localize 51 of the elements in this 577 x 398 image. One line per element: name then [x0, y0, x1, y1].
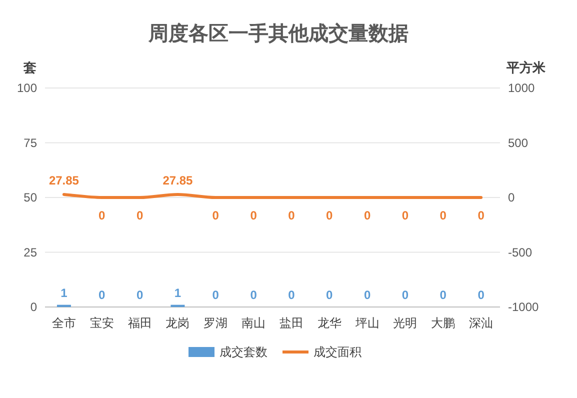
data-label: 0 [250, 208, 258, 222]
data-label: 0 [440, 208, 447, 222]
legend-label: 成交面积 [314, 345, 362, 359]
x-tick-label: 光明 [393, 316, 418, 330]
data-label: 0 [212, 208, 220, 222]
chart-title: 周度各区一手其他成交量数据 [148, 22, 408, 45]
data-label: 0 [402, 288, 409, 302]
y-tick-label: 0 [30, 300, 38, 314]
y-tick-label: 25 [24, 245, 38, 260]
data-label: 0 [402, 208, 409, 222]
data-label: 0 [478, 288, 485, 302]
x-tick-label: 大鹏 [431, 316, 456, 330]
y2-axis-title: 平方米 [506, 60, 546, 75]
x-tick-label: 深汕 [469, 316, 494, 330]
data-label: 0 [98, 208, 106, 222]
data-label: 0 [250, 288, 258, 302]
data-label: 0 [364, 208, 371, 222]
data-label: 0 [288, 288, 296, 302]
y2-tick-label: 500 [508, 136, 528, 150]
data-label: 1 [174, 286, 182, 300]
x-tick-label: 罗湖 [204, 316, 228, 330]
x-tick-label: 龙华 [317, 316, 342, 330]
data-label: 0 [326, 288, 334, 302]
y-tick-label: 100 [16, 81, 38, 95]
y2-tick-label: -500 [508, 245, 532, 260]
y2-tick-label: 1000 [508, 81, 536, 95]
x-tick-label: 福田 [128, 316, 152, 330]
x-tick-label: 龙岗 [166, 316, 190, 330]
legend-label: 成交套数 [220, 345, 268, 359]
data-label: 0 [326, 208, 334, 222]
data-label: 27.85 [162, 173, 194, 188]
y-tick-label: 75 [24, 136, 38, 150]
data-label: 0 [478, 208, 485, 222]
y-tick-label: 50 [24, 190, 38, 204]
y-axis-title: 套 [22, 60, 36, 75]
data-label: 0 [364, 288, 371, 302]
data-label: 0 [440, 288, 447, 302]
x-tick-label: 南山 [242, 316, 266, 330]
data-label: 27.85 [48, 173, 80, 188]
data-label: 0 [212, 288, 220, 302]
x-tick-label: 全市 [52, 316, 76, 330]
data-label: 0 [98, 288, 106, 302]
x-tick-label: 坪山 [354, 316, 380, 330]
data-label: 0 [288, 208, 296, 222]
data-label: 0 [136, 288, 144, 302]
x-tick-label: 宝安 [90, 316, 114, 330]
y2-tick-label: 0 [508, 190, 515, 204]
y2-tick-label: -1000 [508, 300, 540, 314]
data-label: 0 [136, 208, 144, 222]
data-label: 1 [60, 286, 68, 300]
x-tick-label: 盐田 [279, 316, 304, 330]
